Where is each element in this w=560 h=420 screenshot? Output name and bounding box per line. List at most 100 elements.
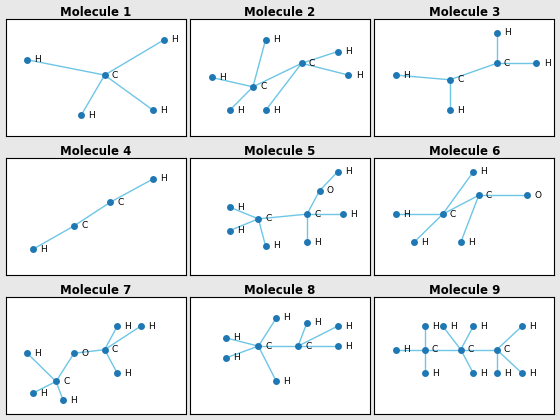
Text: H: H (233, 353, 240, 362)
Text: O: O (535, 191, 542, 200)
Text: C: C (468, 345, 474, 354)
Text: C: C (309, 59, 315, 68)
Text: C: C (314, 210, 320, 219)
Text: H: H (40, 389, 46, 398)
Point (315, 187, 324, 194)
Point (272, 378, 281, 385)
Text: H: H (529, 369, 536, 378)
Text: H: H (450, 322, 457, 331)
Text: C: C (260, 82, 267, 91)
Point (474, 192, 483, 199)
Text: H: H (273, 241, 279, 250)
Point (254, 215, 263, 222)
Title: Molecule 9: Molecule 9 (428, 284, 500, 297)
Text: H: H (544, 59, 550, 68)
Point (293, 343, 302, 349)
Point (261, 107, 270, 114)
Text: H: H (88, 110, 95, 120)
Point (59, 397, 68, 404)
Point (302, 319, 311, 326)
Point (52, 378, 60, 385)
Point (492, 370, 501, 377)
Text: C: C (450, 210, 456, 219)
Text: H: H (283, 377, 290, 386)
Point (492, 60, 501, 67)
Title: Molecule 1: Molecule 1 (60, 5, 131, 18)
Text: H: H (40, 245, 46, 254)
Point (420, 323, 429, 330)
Point (344, 72, 353, 79)
Point (207, 74, 216, 81)
Title: Molecule 8: Molecule 8 (244, 284, 316, 297)
Text: H: H (468, 238, 475, 247)
Point (302, 211, 311, 218)
Text: H: H (345, 322, 352, 331)
Text: O: O (327, 186, 334, 195)
Point (391, 211, 400, 218)
Text: H: H (345, 341, 352, 351)
Text: H: H (237, 202, 244, 212)
Point (420, 346, 429, 353)
Point (249, 84, 258, 90)
Text: C: C (265, 214, 272, 223)
Point (149, 176, 158, 182)
Point (391, 346, 400, 353)
Point (469, 168, 478, 175)
Point (333, 168, 342, 175)
Point (261, 37, 270, 43)
Text: H: H (237, 106, 244, 115)
Text: H: H (421, 238, 428, 247)
Point (23, 350, 32, 357)
Point (149, 107, 158, 114)
Text: C: C (504, 345, 510, 354)
Point (272, 315, 281, 321)
Text: H: H (350, 210, 357, 219)
Text: H: H (171, 35, 178, 44)
Point (221, 335, 230, 341)
Point (69, 223, 78, 229)
Point (523, 192, 532, 199)
Text: H: H (124, 322, 131, 331)
Point (100, 72, 109, 79)
Point (333, 343, 342, 349)
Text: H: H (283, 313, 290, 323)
Point (333, 48, 342, 55)
Point (225, 204, 234, 210)
Point (445, 76, 454, 83)
Text: H: H (480, 167, 487, 176)
Point (517, 323, 526, 330)
Text: H: H (504, 369, 511, 378)
Point (106, 199, 115, 206)
Text: C: C (432, 345, 438, 354)
Text: H: H (345, 47, 352, 56)
Point (261, 243, 270, 249)
Title: Molecule 2: Molecule 2 (244, 5, 316, 18)
Point (113, 323, 122, 330)
Text: H: H (219, 73, 226, 82)
Point (221, 354, 230, 361)
Text: H: H (457, 106, 464, 115)
Point (77, 112, 86, 118)
Text: H: H (403, 71, 410, 79)
Text: H: H (432, 322, 438, 331)
Text: H: H (480, 369, 487, 378)
Point (391, 72, 400, 79)
Point (438, 211, 447, 218)
Text: H: H (148, 322, 155, 331)
Title: Molecule 3: Molecule 3 (429, 5, 500, 18)
Text: H: H (504, 28, 511, 37)
Point (420, 370, 429, 377)
Point (456, 346, 465, 353)
Text: H: H (403, 210, 410, 219)
Point (469, 323, 478, 330)
Text: H: H (161, 106, 167, 115)
Point (333, 323, 342, 330)
Point (532, 60, 541, 67)
Text: C: C (265, 341, 272, 351)
Text: H: H (356, 71, 362, 79)
Text: H: H (233, 333, 240, 342)
Text: H: H (403, 345, 410, 354)
Text: H: H (345, 167, 352, 176)
Point (409, 239, 418, 246)
Text: H: H (124, 369, 131, 378)
